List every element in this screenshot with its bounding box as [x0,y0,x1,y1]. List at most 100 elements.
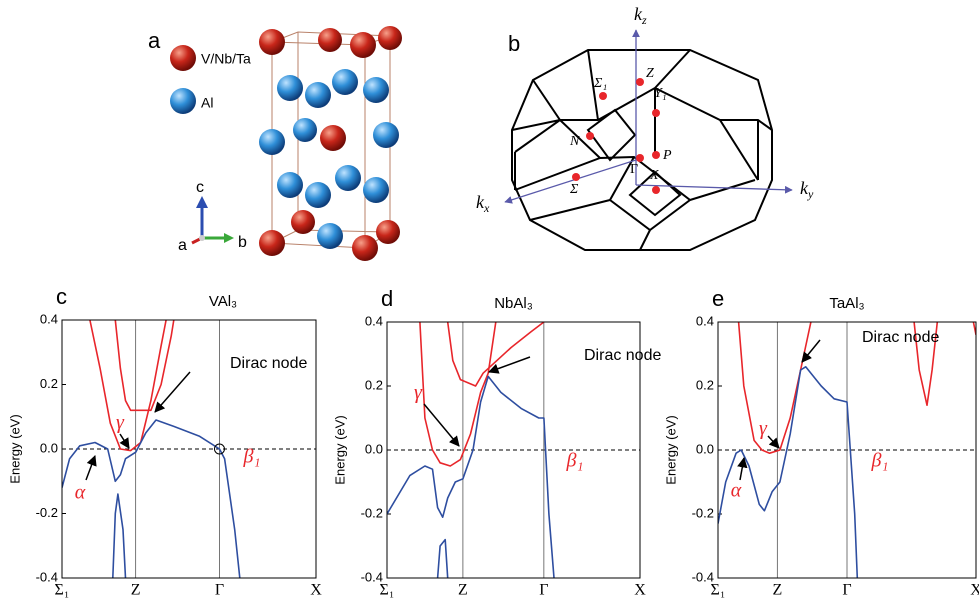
y-tick-label: -0.2 [692,505,714,520]
point-label: Σ [569,182,579,197]
band-line [114,320,175,412]
x-tick-label: Σ₁ [711,582,726,599]
plot-frame [386,321,641,579]
annotation: γ [759,418,768,440]
x-tick-label: Z [458,582,468,599]
panel-a: a V/Nb/Ta Al c a b [148,26,402,261]
y-tick-label: -0.4 [692,569,714,584]
y-tick-label: 0.2 [696,377,714,392]
k-label: ky [800,178,814,201]
band-line [913,322,939,406]
plot-frame [717,321,977,579]
arrow [488,356,531,374]
panel-letter: b [508,31,520,56]
point-label: Γ [630,162,638,177]
arrow [154,371,191,413]
x-tick-label: X [970,582,979,599]
annotation: β₁ [566,450,584,472]
y-tick-label: -0.4 [361,569,383,584]
y-tick-label: 0.4 [696,313,714,328]
x-tick-label: Σ₁ [380,582,395,599]
x-tick-label: Γ [842,582,851,599]
point-label: P [662,148,672,163]
point-label: Y₁ [654,86,667,101]
y-tick-label: 0.0 [40,440,58,455]
band-line [718,366,859,578]
panel-letter: c [56,284,67,309]
y-tick-label: 0.4 [365,313,383,328]
annotation: Dirac node [584,347,661,364]
annotation: α [731,480,742,502]
panel-d: d NbAl₃ Energy (eV) 0.4 0.2 0.0 -0.2 -0.4Σ₁ Z Γ Xγ… [332,286,661,599]
y-tick-label: 0.0 [696,441,714,456]
arrow [737,456,748,481]
x-tick-label: Z [131,582,141,599]
annotation: β₁ [871,450,889,472]
panel-letter: d [381,286,393,311]
y-tick-label: 0.2 [40,376,58,391]
arrow [767,435,780,449]
point-label: X [649,168,659,183]
y-axis-label: Energy (eV) [332,415,347,484]
x-tick-label: X [310,582,322,599]
annotation: Dirac node [862,329,939,346]
k-axis-labels: kz ky kx [476,4,814,215]
annotation: α [75,482,86,504]
x-tick-label: Σ₁ [55,582,70,599]
x-tick-label: X [634,582,646,599]
plot-frame [61,319,317,579]
arrow [801,339,821,363]
axis-label: a [178,237,187,254]
point-label: Σ₁ [593,76,607,91]
y-tick-label: 0.0 [365,441,383,456]
band-line [89,320,167,452]
panel-letter: e [712,286,724,311]
y-tick-label: -0.4 [36,569,58,584]
x-tick-label: Z [772,582,782,599]
band-line [436,538,449,578]
point-label: Z [646,66,654,81]
panel-e: e TaAl₃ Energy (eV) 0.4 0.2 0.0 -0.2 -0.4Σ₁ Z Γ Xγ… [663,286,979,599]
node-marker [213,443,225,455]
panel-title: TaAl₃ [829,295,864,312]
y-tick-label: -0.2 [361,505,383,520]
y-tick-label: 0.2 [365,377,383,392]
axes-icon: c a b [178,179,247,254]
band-line [62,419,241,578]
annotation: Dirac node [230,355,307,372]
annotation: β₁ [243,446,261,468]
k-axis [635,184,793,194]
axis-label: b [238,234,247,251]
y-axis-label: Energy (eV) [663,415,678,484]
band-line [737,322,812,454]
point-label: N [569,134,580,149]
k-point-labels: Z Σ₁ Y₁ N P Γ X Σ [569,66,672,197]
legend-atom [170,88,196,114]
k-axis [504,159,637,204]
arrow [85,455,97,481]
panel-title: NbAl₃ [494,295,533,312]
k-label: kz [634,4,647,27]
band-line [387,375,555,578]
legend-label: Al [201,95,213,111]
legend-atom [170,45,196,71]
band-line [446,322,545,387]
k-label: kx [476,192,490,215]
panel-c: c VAl₃ Energy (eV) 0.4 0.2 0.0 -0.2 -0.4Σ₁ Z Γ Xγ α… [7,284,322,599]
x-tick-label: Γ [215,582,224,599]
atoms [259,26,402,261]
y-tick-label: 0.4 [40,311,58,326]
legend-label: V/Nb/Ta [201,51,251,67]
panel-title: VAl₃ [209,293,237,310]
panel-letter: a [148,28,161,53]
annotation: γ [414,382,423,404]
annotation: γ [116,412,125,434]
y-axis-label: Energy (eV) [7,414,22,483]
brillouin-zone [511,49,773,251]
band-line [419,322,497,467]
arrow [119,433,130,449]
band-line [112,493,127,578]
panel-b: b Z Σ₁ Y₁ N P Γ X Σ kz ky kx [476,4,814,251]
